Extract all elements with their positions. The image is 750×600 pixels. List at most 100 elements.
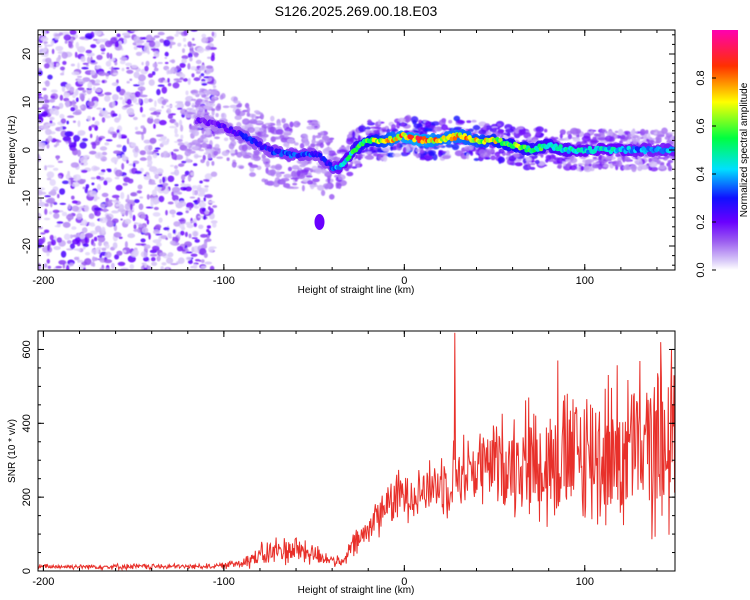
spectrogram-cell [152, 71, 156, 76]
spectrogram-cell [104, 142, 110, 146]
spectrogram-cell [64, 40, 68, 44]
spectrogram-cell [204, 99, 209, 102]
spectrogram-cell [346, 138, 355, 145]
spectrogram-cell [249, 118, 258, 125]
spectrogram-cell [148, 145, 153, 151]
snr-xlabel: Height of straight line (km) [298, 585, 415, 596]
spectrogram-cell [204, 97, 210, 100]
snr-panel: -200 -100 0 100 0 200 400 600 Height of straigh… [7, 330, 676, 596]
spectrogram-cell [80, 56, 86, 63]
spectrogram-cell [246, 112, 251, 117]
spectrogram-cell [317, 133, 322, 136]
spectrogram-cell [239, 165, 244, 169]
spectrogram-cell [55, 265, 62, 269]
spectrogram-cell [197, 215, 205, 218]
spectrogram-cell [112, 133, 117, 138]
spectrogram-cell [650, 166, 658, 172]
spectrogram-cell [289, 186, 299, 190]
spectrogram-cell [152, 62, 158, 68]
spectrogram-cell [380, 153, 389, 156]
spectrogram-cell [47, 197, 55, 203]
spectrogram-cell [185, 100, 191, 107]
spectrogram-cell [44, 63, 50, 69]
spectrogram-cell [193, 205, 200, 209]
spectrogram-cell [43, 94, 49, 100]
spectrogram-cell [420, 127, 425, 130]
spectrogram-cell [185, 210, 189, 214]
spectrogram-cell [158, 77, 165, 83]
spectrogram-cell [77, 248, 81, 252]
spectrogram-cell [544, 128, 548, 133]
spectrogram-cell [354, 160, 362, 165]
spectrogram-cell [274, 163, 283, 171]
spectrogram-cell [122, 249, 127, 253]
spectrogram-cell [74, 256, 79, 261]
spectrogram-cell [96, 175, 101, 180]
spectrogram-cell [206, 228, 210, 233]
spectrogram-cell [145, 60, 150, 67]
spectrogram-cell [44, 195, 51, 198]
spectrogram-cell [62, 136, 71, 142]
colorbar-tick-label: 0.6 [695, 118, 707, 133]
spectrogram-cell [286, 138, 295, 144]
spectrogram-cell [165, 237, 168, 240]
spectrogram-cell [211, 108, 216, 112]
spectrogram-cell [140, 214, 146, 219]
spectrogram-ylabel: Frequency (Hz) [7, 116, 18, 185]
spectrogram-cell [195, 259, 200, 262]
spectrogram-ytick-label: 0 [21, 147, 33, 153]
spectrogram-cell [178, 257, 185, 264]
spectrogram-cell [93, 207, 102, 211]
spectrogram-cell [284, 128, 293, 132]
spectrogram-cell [95, 88, 102, 93]
spectrogram-cell [89, 230, 98, 235]
spectrogram-cell [56, 155, 59, 161]
spectrogram-cell [122, 32, 131, 36]
spectrogram-cell [126, 137, 130, 145]
spectrogram-cell [418, 119, 423, 124]
spectrogram-cell [189, 125, 199, 130]
spectrogram-cell [577, 163, 586, 166]
spectrogram-cell [138, 98, 142, 104]
spectrogram-cell [190, 253, 198, 257]
spectrogram-blob [314, 214, 325, 230]
spectrogram-cell [415, 153, 421, 159]
spectrogram-cell [257, 131, 262, 137]
spectrogram-cell [653, 158, 658, 162]
spectrogram-cell [667, 164, 672, 171]
spectrogram-cell [116, 85, 121, 93]
spectrogram-cell [350, 161, 354, 165]
spectrogram-cell [105, 73, 110, 77]
spectrogram-cell [127, 194, 130, 202]
spectrogram-cell [204, 108, 208, 113]
spectrogram-cell [101, 226, 106, 234]
spectrogram-cell [648, 161, 658, 168]
spectrogram-cell [205, 187, 209, 193]
spectrogram-cell [215, 113, 219, 118]
spectrogram-cell [160, 266, 164, 270]
spectrogram-cell [246, 106, 250, 114]
spectrogram-cell [174, 33, 179, 37]
spectrogram-cell [71, 234, 80, 238]
spectrogram-cell [101, 109, 109, 117]
spectrogram-cell [315, 167, 323, 175]
spectrogram-cell [321, 135, 329, 141]
spectrogram-cell [191, 102, 195, 109]
spectrogram-cell [174, 184, 179, 187]
spectrogram-cell [312, 178, 320, 183]
spectrogram-cell [377, 119, 381, 125]
spectrogram-cell [153, 170, 157, 175]
spectrogram-cell [593, 133, 599, 137]
spectrogram-cell [154, 224, 162, 229]
spectrogram-cell [191, 237, 198, 240]
spectrogram-cell [210, 220, 218, 224]
spectrogram-cell [196, 110, 202, 117]
spectrogram-cell [234, 115, 242, 121]
spectrogram-cell [143, 45, 150, 54]
spectrogram-cell [128, 112, 135, 115]
spectrogram-cell [161, 99, 167, 106]
spectrogram-cell [204, 210, 209, 215]
spectrogram-cell [349, 164, 353, 168]
spectrogram-cell [299, 169, 305, 174]
spectrogram-cell [81, 162, 84, 166]
